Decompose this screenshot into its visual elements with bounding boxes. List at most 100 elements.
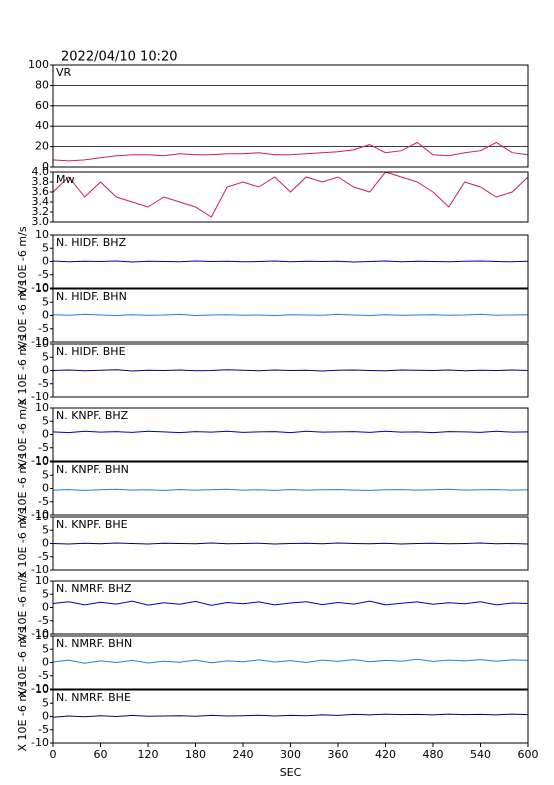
y-tick-label: -5 [38, 495, 49, 508]
panel-frame [52, 64, 529, 168]
chart-title: 2022/04/10 10:20 [61, 50, 178, 65]
panel-frame [52, 516, 529, 571]
panel-frame [52, 234, 529, 289]
x-tick-label: 300 [280, 748, 301, 761]
y-tick-label: 0 [42, 160, 49, 173]
y-axis-label: X 10E -6 m/s [16, 572, 29, 642]
panel-label: Mw [56, 173, 75, 186]
y-axis-label: X 10E -6 m/s [16, 280, 29, 350]
x-tick-label: 600 [518, 748, 539, 761]
x-tick-label: 60 [94, 748, 108, 761]
y-axis-label: X 10E -6 m/s [16, 335, 29, 405]
y-tick-label: -10 [31, 736, 49, 749]
panel-label: N. NMRF. BHN [56, 637, 132, 650]
y-tick-label: 5 [42, 523, 49, 536]
x-tick-label: 360 [328, 748, 349, 761]
y-tick-label: 0 [42, 309, 49, 322]
trace [52, 171, 529, 218]
y-tick-label: 3.6 [32, 185, 50, 198]
panel-frame [52, 288, 529, 343]
y-tick-label: 10 [35, 629, 49, 642]
x-tick-label: 420 [375, 748, 396, 761]
panel-label: N. HIDF. BHZ [56, 236, 127, 249]
panel-frame [52, 580, 529, 635]
panel-frame [52, 635, 529, 690]
y-tick-label: 4.0 [32, 165, 50, 178]
y-tick-label: 5 [42, 696, 49, 709]
trace [52, 313, 529, 317]
trace [52, 600, 529, 606]
y-axis-label: X 10E -6 m/s [16, 453, 29, 523]
y-tick-label: -5 [38, 723, 49, 736]
y-tick-label: 5 [42, 587, 49, 600]
panel-label: N. HIDF. BHN [56, 290, 127, 303]
x-tick-label: 540 [470, 748, 491, 761]
y-tick-label: 5 [42, 468, 49, 481]
trace [52, 488, 529, 491]
y-tick-label: 10 [35, 228, 49, 241]
y-tick-label: 80 [35, 78, 49, 91]
y-tick-label: 10 [35, 282, 49, 295]
y-tick-label: -10 [31, 335, 49, 348]
trace [52, 369, 529, 372]
y-tick-label: 20 [35, 140, 49, 153]
y-tick-label: 3.4 [32, 195, 50, 208]
y-tick-label: 100 [28, 58, 49, 71]
y-tick-label: -10 [31, 563, 49, 576]
panel-frame [52, 461, 529, 516]
y-tick-label: -5 [38, 322, 49, 335]
panel-label: N. NMRF. BHE [56, 691, 131, 704]
y-tick-label: -5 [38, 268, 49, 281]
panel-label: N. HIDF. BHE [56, 345, 126, 358]
trace [52, 430, 529, 434]
x-tick-label: 480 [423, 748, 444, 761]
x-tick-label: 240 [233, 748, 254, 761]
y-tick-label: -10 [31, 682, 49, 695]
y-axis-label: X 10E -6 m/s [16, 508, 29, 578]
y-tick-label: -10 [31, 390, 49, 403]
y-tick-label: 0 [42, 710, 49, 723]
y-axis-label: X 10E -6 m/s [16, 226, 29, 296]
trace [52, 542, 529, 545]
y-tick-label: 40 [35, 119, 49, 132]
y-tick-label: 0 [42, 428, 49, 441]
y-tick-label: -5 [38, 614, 49, 627]
y-tick-label: -10 [31, 508, 49, 521]
panel-frame [52, 171, 529, 223]
panel-frame [52, 407, 529, 462]
x-tick-label: 0 [50, 748, 57, 761]
y-axis-label: X 10E -6 m/s [16, 399, 29, 469]
y-tick-label: 0 [42, 364, 49, 377]
trace [52, 141, 529, 162]
y-tick-label: 0 [42, 255, 49, 268]
panel-label: N. KNPF. BHN [56, 463, 129, 476]
y-tick-label: 0 [42, 482, 49, 495]
panel-label: N. KNPF. BHE [56, 518, 128, 531]
trace [52, 260, 529, 263]
y-tick-label: 0 [42, 601, 49, 614]
y-tick-label: 5 [42, 295, 49, 308]
trace [52, 713, 529, 718]
y-tick-label: -5 [38, 441, 49, 454]
y-tick-label: 3.0 [32, 215, 50, 228]
y-axis-label: X 10E -6 m/s [16, 681, 29, 751]
y-tick-label: 5 [42, 241, 49, 254]
y-axis-label: X 10E -6 m/s [16, 627, 29, 697]
y-tick-label: -5 [38, 669, 49, 682]
y-tick-label: -5 [38, 377, 49, 390]
y-tick-label: 3.2 [32, 205, 50, 218]
x-axis-label: SEC [280, 766, 302, 779]
y-tick-label: 3.8 [32, 175, 50, 188]
y-tick-label: 0 [42, 537, 49, 550]
panel-frame [52, 343, 529, 398]
y-tick-label: 10 [35, 683, 49, 696]
y-tick-label: 10 [35, 510, 49, 523]
y-tick-label: 5 [42, 414, 49, 427]
x-tick-label: 180 [185, 748, 206, 761]
y-tick-label: 0 [42, 656, 49, 669]
panel-label: VR [56, 66, 72, 79]
x-tick-label: 120 [138, 748, 159, 761]
y-tick-label: 5 [42, 642, 49, 655]
y-tick-label: 10 [35, 401, 49, 414]
